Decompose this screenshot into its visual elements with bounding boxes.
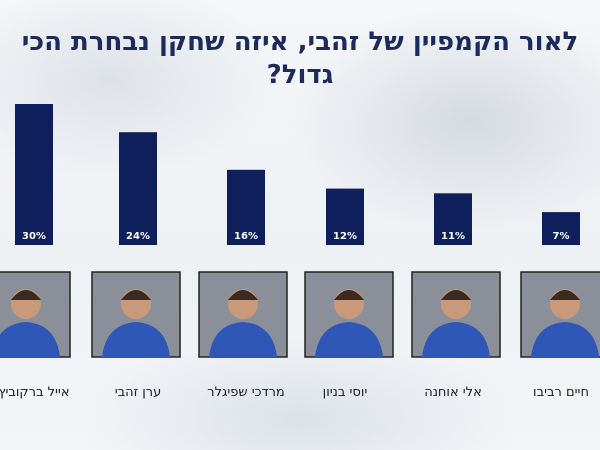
bar-0 [15, 104, 53, 245]
category-label-4: אלי אוחנה [424, 385, 482, 400]
player-photo-1 [91, 271, 181, 358]
value-label-4: 11% [441, 231, 465, 242]
bar-2 [227, 169, 265, 245]
player-photo-0 [0, 271, 71, 358]
category-label-2: מרדכי שפיגלר [207, 385, 285, 400]
category-label-1: ערן זהבי [115, 385, 162, 400]
category-label-5: חיים רביבו [533, 385, 589, 400]
bar-3 [326, 188, 364, 245]
chart-title: לאור הקמפיין של זהבי, איזה שחקן נבחרת הכ… [21, 27, 579, 90]
value-label-5: 7% [553, 231, 570, 242]
value-label-1: 24% [126, 231, 150, 242]
bar-5 [542, 212, 580, 245]
category-label-3: יוסי בניון [323, 385, 368, 400]
value-label-2: 16% [234, 231, 258, 242]
value-label-3: 12% [333, 231, 357, 242]
bar-1 [119, 132, 157, 245]
value-label-0: 30% [22, 231, 46, 242]
player-photo-5 [520, 271, 600, 358]
bar-4 [434, 193, 472, 245]
category-label-0: אייל ברקוביץ [0, 385, 70, 400]
player-photo-4 [411, 271, 501, 358]
player-photo-3 [304, 271, 394, 358]
player-photo-2 [198, 271, 288, 358]
